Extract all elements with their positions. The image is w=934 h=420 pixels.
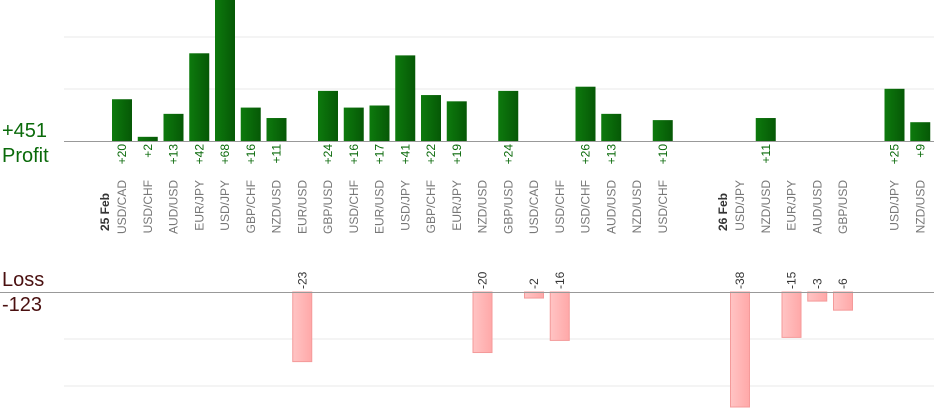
profit-value-label: +10 [656,144,670,165]
pair-label: USD/JPY [888,180,902,231]
pair-label: NZD/USD [476,180,490,234]
loss-value-label: -6 [836,278,850,289]
loss-bar [807,291,828,302]
profit-bar [421,95,441,141]
pair-label: GBP/USD [836,180,850,234]
profit-bar [755,118,776,141]
profit-bar [446,101,467,141]
pair-label: USD/CHF [656,180,670,233]
profit-bar [910,122,931,141]
profit-value-label: +22 [424,144,438,165]
loss-value-label: -38 [733,271,747,289]
profit-total: +451 [2,120,48,142]
pair-label: USD/CAD [115,180,129,234]
profit-bar [240,107,261,141]
pair-label: NZD/USD [759,180,773,234]
date-label: 26 Feb [716,193,730,231]
bars [112,0,931,408]
profit-bar [498,90,519,141]
loss-bar [833,291,853,311]
profit-label: Profit [2,145,49,167]
loss-total: -123 [2,294,43,316]
pair-label: USD/JPY [733,180,747,231]
profit-value-label: +11 [270,144,284,164]
loss-value-label: -3 [810,278,824,289]
pair-label: GBP/CHF [244,180,258,233]
pair-label: EUR/JPY [450,180,464,231]
loss-bar [549,291,570,341]
profit-bar [575,86,596,141]
loss-value-label: -16 [553,271,567,289]
loss-bar [292,291,313,363]
profit-bar [163,113,184,141]
profit-bar [369,105,390,141]
pair-label: EUR/JPY [192,180,206,231]
profit-bar [266,118,287,141]
pair-label: GBP/USD [321,180,335,234]
pair-label: EUR/JPY [785,180,799,231]
profit-value-label: +20 [115,144,129,165]
loss-bar [781,291,802,338]
profit-value-label: +68 [218,144,232,165]
pair-label: EUR/USD [295,180,309,234]
loss-bar [730,291,750,408]
profit-value-label: +2 [141,144,155,158]
pair-label: NZD/USD [270,180,284,234]
pair-label: NZD/USD [913,180,927,234]
loss-value-label: -15 [785,271,799,289]
profit-value-label: +24 [321,144,335,165]
profit-bar [601,113,622,141]
profit-bar [189,53,210,142]
pair-label: GBP/CHF [424,180,438,233]
profit-value-label: +16 [347,144,361,165]
profit-value-label: +11 [759,144,773,164]
pair-label: AUD/USD [604,180,618,234]
profit-value-label: +26 [579,144,593,165]
loss-label: Loss [2,269,45,291]
pair-label: NZD/USD [630,180,644,234]
date-label: 25 Feb [98,193,112,231]
pair-label: USD/CAD [527,180,541,234]
profit-bar [884,88,905,141]
profit-value-label: +16 [244,144,258,165]
pair-label: GBP/USD [501,180,515,234]
loss-value-label: -23 [295,271,309,289]
pair-label: USD/CHF [579,180,593,233]
profit-value-label: +13 [604,144,618,165]
profit-value-label: +9 [913,144,927,158]
profit-value-label: +17 [373,144,387,165]
profit-bar [343,107,364,141]
pair-label: USD/CHF [347,180,361,233]
pair-label: EUR/USD [373,180,387,234]
axis-lines [0,141,934,293]
pair-label: AUD/USD [167,180,181,234]
profit-value-label: +41 [398,144,412,165]
loss-bar [472,291,493,354]
profit-bar [395,55,416,141]
loss-value-label: -20 [476,271,490,289]
pair-label: USD/JPY [398,180,412,231]
profit-bar [137,136,158,141]
profit-bar [652,120,673,141]
profit-bar [318,90,338,141]
pair-label: USD/CHF [141,180,155,233]
pair-label: USD/CHF [553,180,567,233]
profit-value-label: +25 [888,144,902,165]
profit-value-label: +42 [192,144,206,165]
profit-value-label: +13 [167,144,181,165]
profit-bar [215,0,235,141]
profit-bar [112,99,132,141]
pair-label: USD/JPY [218,180,232,231]
pair-label: AUD/USD [810,180,824,234]
profit-value-label: +24 [501,144,515,165]
loss-value-label: -2 [527,278,541,289]
profit-value-label: +19 [450,144,464,165]
